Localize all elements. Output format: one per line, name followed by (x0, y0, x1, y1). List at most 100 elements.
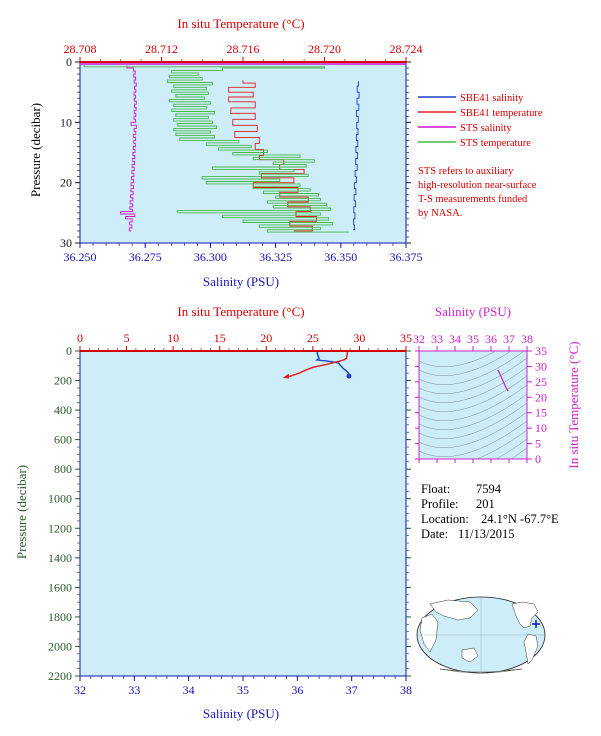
ts-salinity-tick-label: 38 (521, 332, 533, 346)
legend-label-sbe-salinity: SBE41 salinity (460, 93, 524, 104)
ts-density-contour (419, 411, 527, 448)
salinity-tick-label: 36.375 (390, 250, 423, 264)
bottom-pressure-axis-label: Pressure (decibar) (14, 465, 29, 559)
ts-density-contour (419, 357, 527, 394)
ts-salinity-tick-label: 37 (503, 332, 515, 346)
salinity-tick-label: 38 (400, 683, 412, 697)
temperature-tick-label: 15 (214, 331, 226, 345)
temperature-tick-label: 28.712 (145, 42, 178, 56)
top-panel: 36.250 36.275 36.300 36.325 36.350 36.375 28.7… (28, 16, 423, 289)
temperature-tick-label: 25 (307, 331, 319, 345)
ts-density-contour (419, 351, 525, 385)
pressure-tick-label: 10 (60, 115, 72, 129)
map-land-africa (419, 613, 439, 653)
temperature-tick-label: 28.708 (64, 42, 97, 56)
salinity-tick-label: 36 (291, 683, 303, 697)
ts-temperature-tick-label: 35 (535, 344, 547, 358)
pressure-tick-label: 0 (66, 344, 72, 358)
ts-temperature-tick-label: 30 (535, 359, 547, 373)
ts-salinity-tick-label: 32 (413, 332, 425, 346)
ts-density-contours (419, 351, 527, 459)
series-sts-salinity (120, 65, 137, 232)
ts-salinity-tick-label: 36 (485, 332, 497, 346)
pressure-tick-label: 1600 (48, 580, 72, 594)
salinity-tick-label: 36.325 (259, 250, 292, 264)
ts-density-contour (419, 375, 527, 412)
ts-series-group (497, 369, 509, 392)
bottom-temperature-axis-label: In situ Temperature (°C) (177, 304, 304, 319)
ts-salinity-tick-label: 34 (449, 332, 461, 346)
pressure-tick-label: 400 (54, 403, 72, 417)
salinity-tick-label: 33 (128, 683, 140, 697)
ts-density-contour (419, 420, 527, 457)
temperature-tick-label: 30 (353, 331, 365, 345)
pressure-tick-label: 800 (54, 462, 72, 476)
pressure-tick-label: 1200 (48, 521, 72, 535)
float-info: Float: 7594 Profile: 201 Location: 24.1°… (421, 482, 559, 541)
ts-density-contour (419, 384, 527, 421)
profile-value: 201 (476, 497, 495, 511)
pressure-tick-label: 600 (54, 433, 72, 447)
ts-density-contour (495, 438, 527, 459)
sts-note: STS refers to auxiliary high-resolution … (418, 166, 537, 219)
temperature-tick-label: 20 (260, 331, 272, 345)
pressure-tick-label: 30 (60, 236, 72, 250)
pressure-tick-label: 1000 (48, 492, 72, 506)
legend-label-sts-salinity: STS salinity (460, 123, 512, 134)
sts-note-line-2: high-resolution near-surface (418, 180, 537, 191)
location-value: 24.1°N -67.7°E (481, 512, 559, 526)
bottom-series-group (282, 350, 352, 379)
temperature-end-marker (282, 373, 289, 379)
profile-label: Profile: (421, 497, 459, 511)
map-land-north-america (511, 601, 539, 629)
temperature-tick-label: 28.720 (308, 42, 341, 56)
salinity-tick-label: 36.275 (129, 250, 162, 264)
float-value: 7594 (476, 482, 502, 496)
bottom-salinity-axis-label: Salinity (PSU) (203, 706, 279, 721)
temperature-tick-label: 5 (124, 331, 130, 345)
ts-density-contour (510, 447, 527, 459)
ts-density-contour (419, 393, 527, 430)
temperature-tick-label: 28.716 (227, 42, 260, 56)
salinity-tick-label: 37 (346, 683, 358, 697)
salinity-tick-label: 34 (183, 683, 195, 697)
salinity-tick-label: 35 (237, 683, 249, 697)
salinity-tick-label: 36.250 (64, 250, 97, 264)
top-salinity-axis-label: Salinity (PSU) (203, 274, 279, 289)
ts-profile-line (497, 369, 509, 392)
top-axis-ticks: 36.250 36.275 36.300 36.325 36.350 36.375 28.7… (60, 42, 423, 264)
ts-density-contour (419, 351, 512, 376)
ts-temperature-tick-label: 10 (535, 421, 547, 435)
ts-density-contour (419, 351, 497, 367)
legend-label-sbe-temperature: SBE41 temperature (460, 108, 543, 119)
top-pressure-axis-label: Pressure (decibar) (28, 103, 43, 197)
date-label: Date: (421, 527, 448, 541)
ts-density-contour (419, 402, 527, 439)
salinity-end-marker (346, 373, 352, 379)
pressure-tick-label: 20 (60, 176, 72, 190)
ts-salinity-axis-label: Salinity (PSU) (435, 304, 511, 319)
map-marker (532, 620, 540, 628)
series-sbe41-salinity (353, 81, 360, 231)
ts-density-contour (475, 429, 527, 459)
bottom-panel: 32 33 34 35 36 37 38 0 5 10 15 20 25 30 35 0 200 400 600 80… (14, 304, 412, 721)
series-sbe41-temperature (284, 351, 348, 379)
top-series-group (83, 65, 360, 233)
temperature-tick-label: 35 (400, 331, 412, 345)
sts-note-line-1: STS refers to auxiliary (418, 166, 514, 177)
salinity-tick-label: 36.300 (194, 250, 227, 264)
temperature-tick-label: 28.724 (390, 42, 423, 56)
top-temperature-axis-label: In situ Temperature (°C) (177, 16, 304, 31)
ts-density-contour (419, 366, 527, 403)
pressure-tick-label: 1400 (48, 551, 72, 565)
ts-temperature-axis-label: In situ Temperature (°C) (566, 341, 581, 468)
temperature-tick-label: 10 (167, 331, 179, 345)
map-land-australia (461, 647, 479, 663)
ts-temperature-tick-label: 20 (535, 390, 547, 404)
map-land (419, 599, 539, 674)
world-map (416, 596, 546, 674)
ts-temperature-tick-label: 5 (535, 437, 541, 451)
